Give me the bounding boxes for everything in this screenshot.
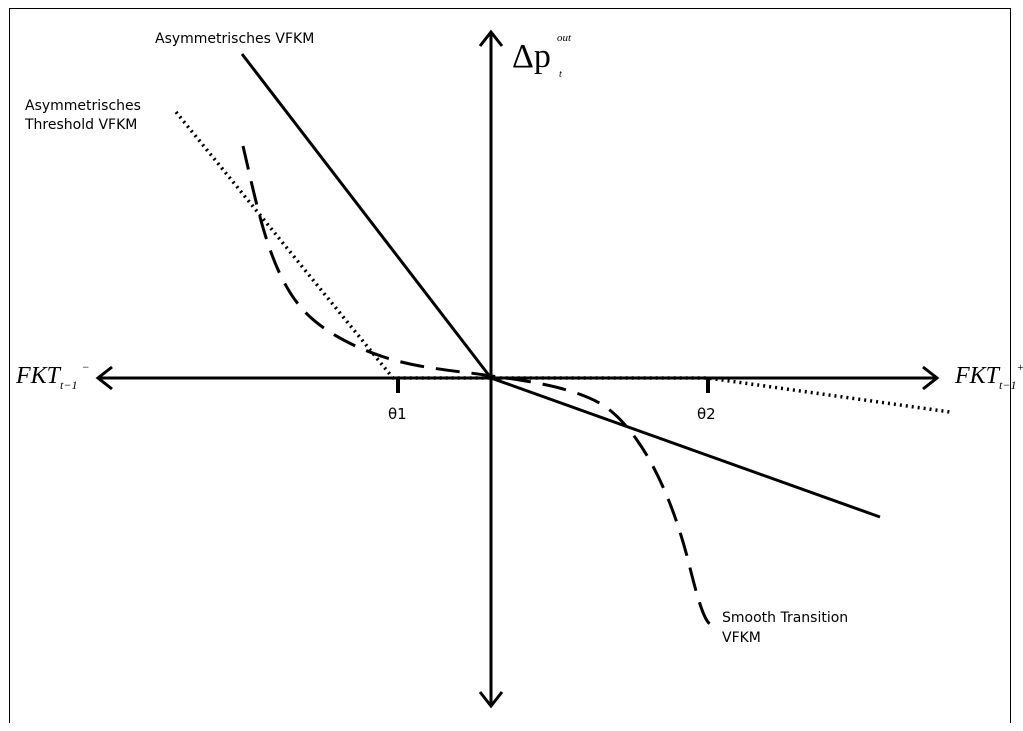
figure-frame: [9, 8, 1011, 723]
x-axis-positive-label: FKTt−1 +: [955, 360, 1023, 392]
smooth-transition-label-line1: Smooth Transition: [722, 610, 849, 626]
asymmetrisches-vfkm-curve: [240, 53, 881, 519]
y-axis-label: Δp out t: [512, 32, 571, 80]
y-axis-bottom-arrow: [478, 691, 504, 709]
y-axis-label-sub: t: [559, 69, 562, 80]
asymmetrisches-threshold-vfkm-curve: [174, 110, 951, 414]
asymmetrisches-threshold-label-line1: Asymmetrisches: [25, 98, 141, 114]
smooth-transition-label-line2: VFKM: [722, 630, 761, 646]
y-axis-top-arrow: [478, 29, 504, 47]
x-neg-base: FKT: [16, 363, 61, 389]
theta1-label: θ1: [388, 405, 407, 423]
x-axis-left-arrow: [95, 365, 113, 391]
y-axis-label-base: Δp: [512, 38, 551, 75]
x-pos-sub: t−1: [999, 378, 1017, 392]
x-neg-sup: −: [81, 360, 90, 374]
smooth-transition-vfkm-curve: [241, 145, 718, 627]
y-axis-label-sup: out: [557, 32, 572, 44]
theta2-label: θ2: [697, 405, 716, 423]
x-neg-sub: t−1: [60, 378, 78, 392]
x-axis-negative-label: FKTt−1−: [16, 360, 90, 392]
x-pos-sup: +: [1016, 360, 1023, 374]
asymmetrisches-threshold-label-line2: Threshold VFKM: [25, 117, 138, 133]
asymmetrisches-vfkm-label: Asymmetrisches VFKM: [155, 31, 315, 47]
x-axis-right-arrow: [922, 365, 940, 391]
x-pos-base: FKT: [955, 363, 1000, 389]
